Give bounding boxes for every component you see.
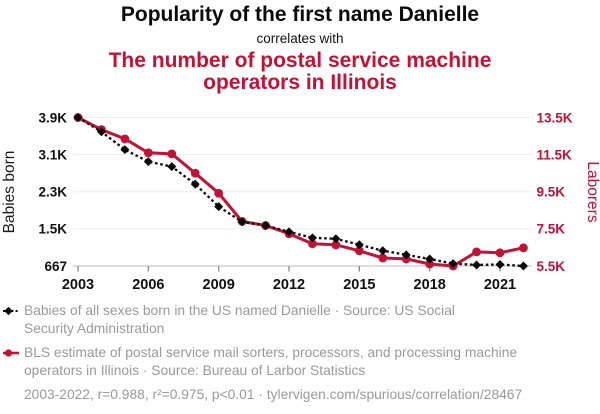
right-axis-tick-label: 9.5K bbox=[537, 185, 566, 200]
x-axis-tick-label: 2012 bbox=[273, 277, 305, 293]
left-axis-tick-label: 667 bbox=[44, 259, 67, 274]
series-danielle bbox=[73, 113, 528, 271]
legend-entry-danielle: Babies of all sexes born in the US named… bbox=[3, 302, 592, 338]
laborers-data-point bbox=[472, 247, 481, 257]
left-axis-tick-label: 1.5K bbox=[38, 222, 67, 237]
danielle-data-point bbox=[472, 260, 482, 270]
legend-text-danielle: Babies of all sexes born in the US named… bbox=[24, 302, 455, 338]
danielle-data-point bbox=[425, 254, 435, 264]
correlation-line-chart: 3.9K 13.5K 3.1K 11.5K 2.3K 9.5K 1.5K 7.5K 667 5.5… bbox=[1, 110, 600, 293]
danielle-data-point bbox=[214, 202, 224, 212]
x-axis-tick-label: 2021 bbox=[484, 277, 516, 293]
left-axis-tick-label: 3.9K bbox=[38, 110, 67, 125]
right-axis-tick-label: 5.5K bbox=[537, 259, 566, 274]
laborers-data-point bbox=[495, 248, 505, 258]
chart-footer: Babies of all sexes born in the US named… bbox=[0, 302, 600, 404]
x-axis-tick-label: 2015 bbox=[343, 277, 375, 293]
danielle-data-point bbox=[143, 157, 153, 167]
secondary-title: The number of postal service machine ope… bbox=[108, 49, 492, 94]
legend-line: Babies of all sexes born in the US named… bbox=[24, 303, 455, 318]
laborers-data-point bbox=[190, 168, 200, 178]
right-axis-tick-label: 7.5K bbox=[537, 222, 566, 237]
danielle-data-point bbox=[401, 250, 411, 260]
danielle-data-point bbox=[190, 179, 200, 189]
right-axis-title: Laborers bbox=[584, 161, 600, 222]
danielle-data-point bbox=[167, 162, 177, 172]
danielle-data-point bbox=[331, 234, 341, 244]
danielle-data-point bbox=[518, 261, 528, 271]
x-axis-tick-label: 2003 bbox=[62, 277, 94, 293]
danielle-data-point bbox=[307, 233, 317, 243]
laborers-data-point bbox=[143, 148, 153, 158]
laborers-data-point bbox=[167, 149, 177, 159]
page-title: Popularity of the first name Danielle bbox=[120, 3, 480, 26]
danielle-data-point bbox=[96, 127, 106, 137]
x-axis-tick-label: 2018 bbox=[414, 277, 446, 293]
legend-entry-laborers: BLS estimate of postal service mail sort… bbox=[3, 344, 592, 380]
right-axis-tick-label: 11.5K bbox=[537, 147, 573, 162]
x-axis-tick-label: 2006 bbox=[132, 277, 164, 293]
danielle-data-point bbox=[261, 220, 271, 230]
stats-citation-line: 2003-2022, r=0.988, r²=0.975, p<0.01 · t… bbox=[24, 387, 523, 402]
laborers-data-point bbox=[214, 188, 224, 198]
gridlines bbox=[73, 117, 531, 230]
legend-line: BLS estimate of postal service mail sort… bbox=[24, 345, 518, 360]
chart-header: Popularity of the first name Danielle co… bbox=[0, 0, 600, 94]
danielle-data-point bbox=[448, 259, 458, 269]
danielle-data-point bbox=[237, 217, 247, 227]
legend-line: Security Administration bbox=[24, 321, 165, 336]
left-axis-tick-label: 3.1K bbox=[38, 147, 67, 162]
black-dashed-diamond-icon bbox=[3, 306, 19, 316]
left-axis-tick-label: 2.3K bbox=[38, 185, 67, 200]
x-axis-tick-label: 2009 bbox=[203, 277, 235, 293]
left-axis-title: Babies born bbox=[1, 151, 18, 234]
danielle-data-point bbox=[120, 145, 130, 155]
legend-text-laborers: BLS estimate of postal service mail sort… bbox=[24, 344, 517, 380]
laborers-data-point bbox=[331, 240, 341, 250]
danielle-data-point bbox=[354, 240, 364, 250]
legend-line: operators in Illinois · Source: Bureau o… bbox=[24, 363, 366, 378]
laborers-data-point bbox=[519, 243, 528, 253]
correlates-with-label: correlates with bbox=[256, 31, 344, 46]
danielle-data-point bbox=[495, 259, 505, 269]
danielle-data-point bbox=[73, 113, 83, 122]
danielle-data-point bbox=[378, 246, 388, 256]
right-axis-tick-label: 13.5K bbox=[537, 110, 573, 125]
laborers-data-point bbox=[378, 253, 388, 263]
red-solid-circle-icon bbox=[3, 349, 19, 357]
laborers-data-point bbox=[308, 239, 317, 249]
laborers-data-point bbox=[425, 259, 435, 269]
laborers-data-point bbox=[120, 134, 130, 144]
series-danielle-line bbox=[77, 116, 524, 268]
laborers-data-point bbox=[354, 246, 364, 256]
danielle-data-point bbox=[284, 227, 294, 237]
